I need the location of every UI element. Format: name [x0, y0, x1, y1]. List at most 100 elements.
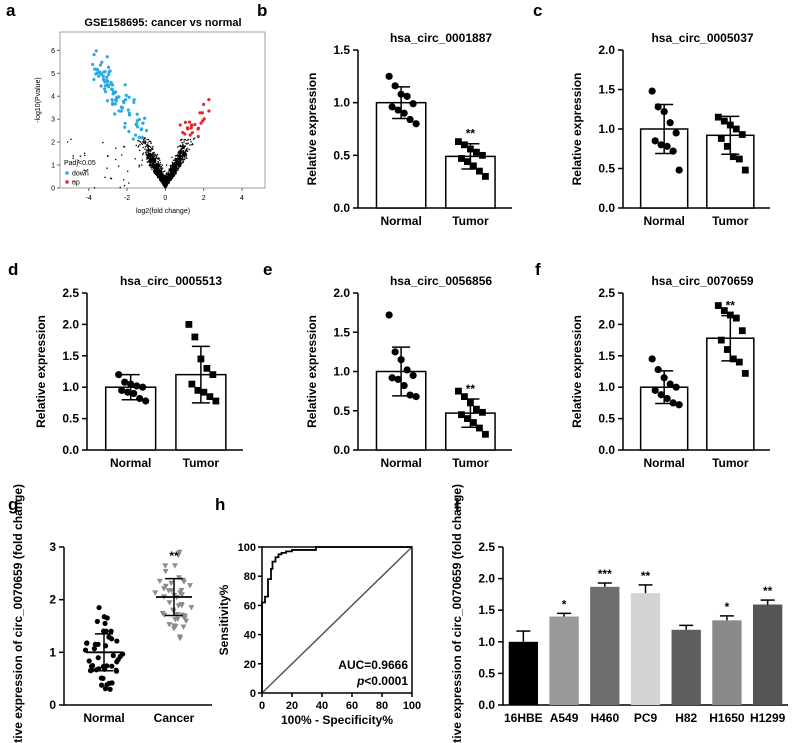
data-point: [479, 408, 486, 416]
background-point: [180, 150, 183, 152]
x-axis-label: 100% - Specificity%: [281, 713, 393, 727]
down-point: [92, 67, 97, 71]
background-point: [166, 173, 169, 175]
y-tick-label: 2.5: [478, 540, 495, 554]
data-point: [738, 327, 746, 335]
down-point: [126, 108, 130, 112]
background-point: [150, 150, 152, 152]
down-point: [132, 98, 136, 102]
background-point: [151, 153, 153, 156]
background-point: [73, 180, 75, 183]
background-point: [185, 156, 187, 158]
data-point: [666, 119, 674, 127]
plot-area: [59, 31, 266, 189]
background-point: [153, 161, 155, 163]
p-symbol: p: [356, 674, 364, 688]
background-point: [148, 140, 151, 143]
y-tick-label: 80: [244, 571, 256, 583]
background-point: [161, 181, 164, 183]
data-point: [672, 129, 680, 137]
background-point: [102, 141, 104, 144]
background-point: [186, 147, 189, 150]
background-point: [167, 178, 170, 180]
background-point: [170, 176, 172, 178]
down-point: [105, 99, 110, 103]
background-point: [175, 160, 177, 162]
background-point: [144, 146, 147, 148]
data-point: [470, 162, 477, 170]
up-point: [196, 134, 200, 139]
background-point: [152, 152, 154, 154]
background-point: [159, 159, 161, 161]
y-tick-label: 3: [51, 117, 55, 124]
background-point: [146, 161, 149, 163]
data-point: [412, 393, 420, 401]
panel-label-b: b: [257, 1, 267, 20]
data-point: [108, 628, 114, 634]
data-point: [726, 121, 734, 129]
data-point: [648, 355, 656, 363]
data-point: [173, 611, 180, 618]
background-point: [106, 167, 108, 169]
down-point: [127, 95, 131, 99]
background-point: [165, 184, 168, 187]
x-tick-label: Tumor: [183, 456, 220, 470]
background-point: [162, 178, 164, 181]
background-point: [182, 150, 184, 152]
up-point: [207, 97, 211, 102]
y-tick-label: 5: [51, 71, 55, 78]
background-point: [186, 139, 188, 142]
background-point: [72, 157, 74, 159]
background-point: [190, 140, 192, 143]
background-point: [151, 158, 153, 161]
data-point: [104, 682, 110, 688]
background-point: [144, 140, 147, 142]
background-point: [149, 148, 152, 151]
y-tick-label: 0.5: [478, 666, 495, 680]
data-point: [160, 586, 167, 592]
data-point: [741, 166, 749, 174]
down-point: [127, 113, 132, 117]
significance-marker: **: [466, 382, 476, 396]
background-point: [84, 154, 86, 157]
x-tick-label: Tumor: [452, 456, 489, 470]
down-point: [114, 90, 118, 94]
background-point: [180, 139, 182, 141]
background-point: [178, 163, 181, 165]
background-point: [168, 175, 170, 177]
background-point: [117, 165, 120, 167]
data-point: [461, 393, 468, 401]
up-point: [202, 102, 206, 106]
background-point: [175, 162, 177, 164]
down-point: [107, 70, 111, 74]
y-tick-label: 1.0: [62, 380, 79, 394]
x-axis-label: log2(fold change): [136, 208, 190, 215]
background-point: [152, 157, 155, 159]
background-point: [85, 169, 87, 172]
data-point: [714, 302, 722, 309]
background-point: [191, 144, 193, 146]
background-point: [149, 158, 151, 160]
y-tick-label: 1.0: [598, 380, 615, 394]
background-point: [123, 146, 126, 148]
panel-a-volcano: GSE158695: cancer vs normal -4 -2 0 2 4 0 1 2 3 4 5…: [35, 17, 266, 215]
background-point: [167, 172, 170, 174]
background-point: [153, 163, 156, 165]
background-point: [142, 146, 144, 149]
background-point: [165, 164, 168, 166]
y-tick-label: 0.0: [478, 698, 495, 712]
down-point: [139, 128, 143, 132]
panel-label-i: i: [455, 495, 460, 514]
background-point: [140, 142, 143, 144]
data-point: [95, 655, 101, 661]
data-point: [467, 145, 474, 153]
data-point: [669, 399, 677, 407]
data-point: [663, 394, 671, 403]
data-point: [89, 663, 96, 669]
data-point: [117, 653, 123, 660]
data-point: [654, 103, 662, 111]
data-point: [209, 371, 217, 379]
data-point: [476, 424, 483, 432]
background-point: [170, 178, 172, 181]
